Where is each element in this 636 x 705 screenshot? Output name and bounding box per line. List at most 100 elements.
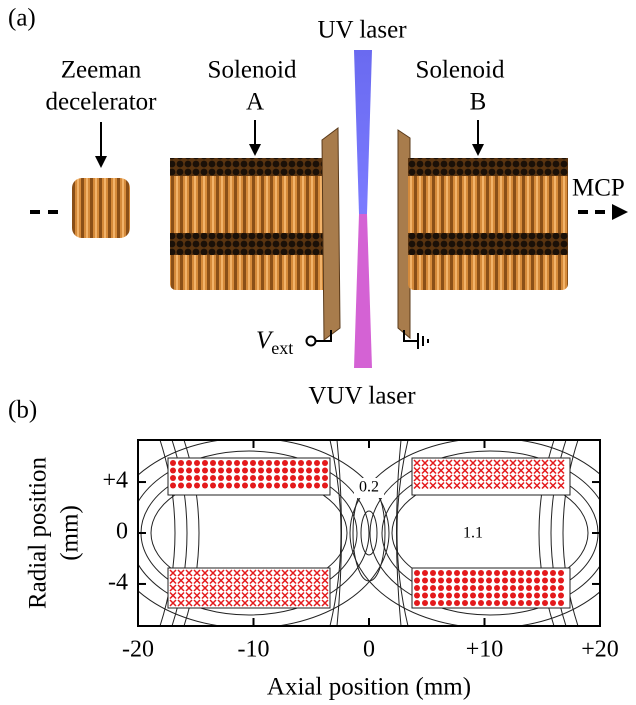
wire-dot xyxy=(274,468,280,474)
wire-dot xyxy=(306,475,312,481)
wire-dot xyxy=(290,483,296,489)
wire-dot xyxy=(526,600,532,606)
wire-dot xyxy=(234,460,240,466)
wire-dot xyxy=(258,460,264,466)
y-tick-label: -4 xyxy=(108,569,128,595)
wire-dot xyxy=(526,585,532,591)
wire-dot xyxy=(422,593,428,599)
wire-dot xyxy=(494,600,500,606)
wire-dot xyxy=(194,468,200,474)
wire-dot xyxy=(234,475,240,481)
wire-dot xyxy=(494,585,500,591)
zeeman-coil xyxy=(72,178,130,238)
wire-dot xyxy=(494,570,500,576)
wire-dot xyxy=(226,460,232,466)
wire-dot xyxy=(282,468,288,474)
wire-dot xyxy=(422,570,428,576)
windings xyxy=(408,158,568,176)
wire-dot xyxy=(250,468,256,474)
wire-dot xyxy=(414,585,420,591)
wire-dot xyxy=(534,600,540,606)
wire-dot xyxy=(282,483,288,489)
wire-dot xyxy=(550,600,556,606)
wire-dot xyxy=(510,585,516,591)
wire-dot xyxy=(478,593,484,599)
wire-dot xyxy=(306,483,312,489)
wire-dot xyxy=(422,585,428,591)
wire-dot xyxy=(438,570,444,576)
wire-dot xyxy=(414,600,420,606)
wire-dot xyxy=(194,475,200,481)
x-tick-label: -10 xyxy=(238,637,270,663)
wire-dot xyxy=(430,585,436,591)
wire-dot xyxy=(250,460,256,466)
wire-dot xyxy=(446,600,452,606)
wire-dot xyxy=(250,483,256,489)
wire-dot xyxy=(266,460,272,466)
wire-dot xyxy=(462,578,468,584)
wire-dot xyxy=(454,570,460,576)
wire-dot xyxy=(438,593,444,599)
wire-dot xyxy=(298,468,304,474)
wire-dot xyxy=(550,578,556,584)
wire-dot xyxy=(550,593,556,599)
wire-dot xyxy=(218,460,224,466)
y-tick-label: 0 xyxy=(116,519,128,545)
wire-dot xyxy=(314,475,320,481)
wire-dot xyxy=(494,578,500,584)
wire-dot xyxy=(542,570,548,576)
wire-dot xyxy=(558,585,564,591)
wire-dot xyxy=(478,570,484,576)
wire-dot xyxy=(478,578,484,584)
wire-dot xyxy=(186,460,192,466)
wire-dot xyxy=(298,475,304,481)
wire-dot xyxy=(534,570,540,576)
v-ext: Vext xyxy=(256,327,293,358)
wire-dot xyxy=(210,460,216,466)
wire-dot xyxy=(274,460,280,466)
solenoid-label: Solenoid xyxy=(208,57,297,84)
wire-dot xyxy=(202,483,208,489)
wire-dot xyxy=(422,600,428,606)
x-tick-label: 0 xyxy=(363,637,375,663)
wire-dot xyxy=(526,578,532,584)
solenoid-a xyxy=(170,158,332,290)
wire-dot xyxy=(202,468,208,474)
arrow xyxy=(612,204,628,220)
wire-dot xyxy=(462,593,468,599)
zeeman-label: decelerator xyxy=(45,89,157,116)
wire-dot xyxy=(446,593,452,599)
wire-dot xyxy=(250,475,256,481)
plot: 0.21.1-20-100+10+20-40+4 xyxy=(102,438,630,663)
wire-dot xyxy=(518,578,524,584)
wire-dot xyxy=(438,585,444,591)
wire-dot xyxy=(446,570,452,576)
wire-dot xyxy=(202,475,208,481)
uv-label: UV laser xyxy=(317,17,407,44)
wire-dot xyxy=(282,460,288,466)
solenoid-label: Solenoid xyxy=(416,57,505,84)
x-tick-label: +10 xyxy=(466,637,504,663)
windings xyxy=(170,158,332,176)
wire-dot xyxy=(430,593,436,599)
x-tick-label: +20 xyxy=(581,637,619,663)
wire-dot xyxy=(430,578,436,584)
x-axis-label: Axial position (mm) xyxy=(267,674,471,701)
arrow xyxy=(472,144,484,156)
wire-dot xyxy=(314,460,320,466)
wire-dot xyxy=(454,593,460,599)
wire-dot xyxy=(470,600,476,606)
wire-dot xyxy=(218,475,224,481)
wire-dot xyxy=(430,600,436,606)
wire-dot xyxy=(478,585,484,591)
wire-dot xyxy=(422,578,428,584)
wire-dot xyxy=(306,468,312,474)
wire-dot xyxy=(322,468,328,474)
wire-dot xyxy=(470,593,476,599)
wire-dot xyxy=(414,593,420,599)
wire-dot xyxy=(438,600,444,606)
mcp-label: MCP xyxy=(572,175,625,202)
wire-dot xyxy=(542,578,548,584)
wire-dot xyxy=(186,475,192,481)
wire-dot xyxy=(242,460,248,466)
